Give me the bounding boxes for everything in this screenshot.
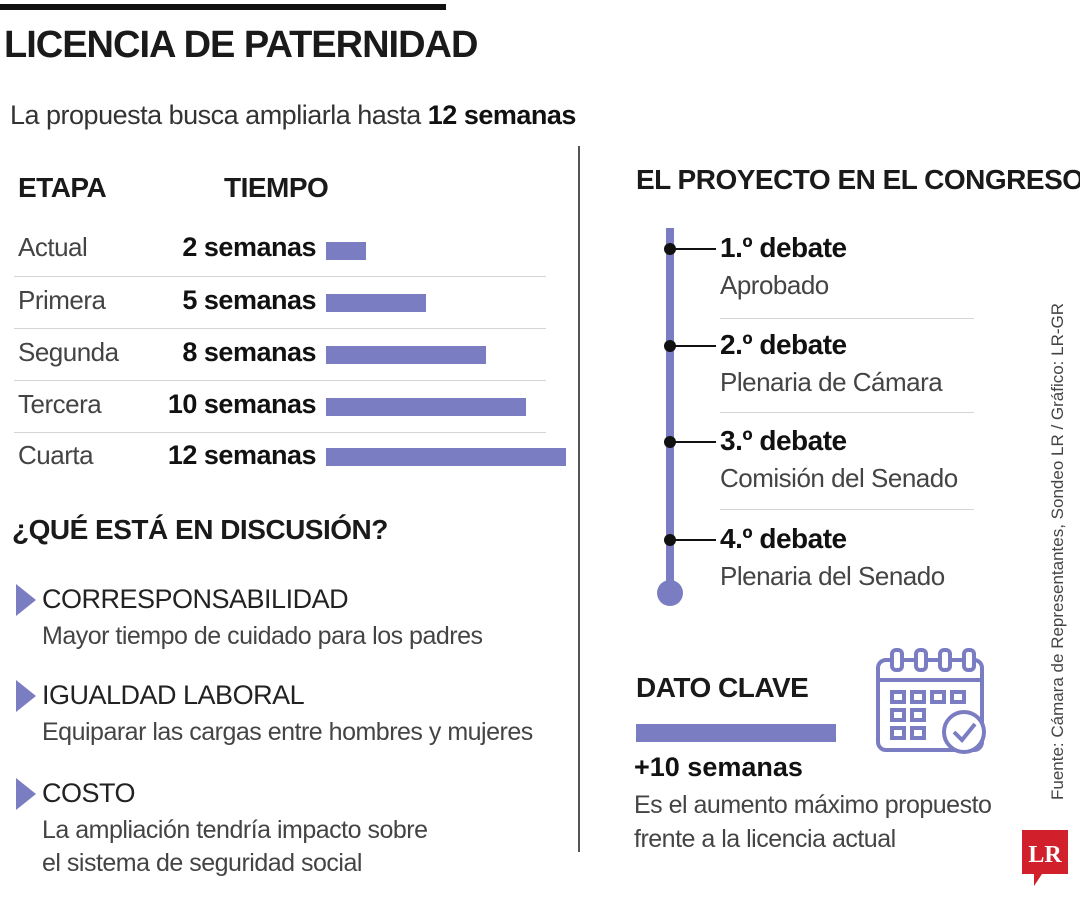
debate-divider: [720, 318, 974, 319]
subtitle: La propuesta busca ampliarla hasta 12 se…: [10, 100, 576, 131]
discussion-item-title: CORRESPONSABILIDAD: [42, 584, 349, 614]
subtitle-prefix: La propuesta busca ampliarla hasta: [10, 100, 428, 130]
column-header-stage: ETAPA: [18, 172, 107, 203]
column-header-time: TIEMPO: [224, 172, 329, 203]
triangle-bullet-icon: [16, 778, 36, 810]
triangle-bullet-icon: [16, 584, 36, 616]
project-title: EL PROYECTO EN EL CONGRESO: [636, 164, 1080, 195]
timeline-dot: [664, 340, 676, 352]
timeline-line: [666, 228, 674, 588]
bar-category-label: Segunda: [18, 337, 119, 367]
row-divider: [14, 432, 546, 433]
bar-value-label: 12 semanas: [167, 440, 317, 470]
bar-category-label: Primera: [18, 285, 106, 315]
row-divider: [14, 276, 546, 277]
subtitle-bold: 12 semanas: [427, 100, 577, 130]
timeline-dot: [664, 534, 676, 546]
timeline-connector: [672, 441, 716, 443]
discussion-title: ¿QUÉ ESTÁ EN DISCUSIÓN?: [12, 514, 388, 545]
debate-desc: Plenaria del Senado: [720, 561, 945, 591]
debate-desc: Plenaria de Cámara: [720, 367, 943, 397]
key-fact-desc-line: frente a la licencia actual: [634, 825, 896, 853]
timeline-dot: [664, 436, 676, 448]
timeline-connector: [672, 539, 716, 541]
bar-value-label: 2 semanas: [182, 232, 316, 262]
debate-title: 4.º debate: [720, 523, 847, 554]
timeline-connector: [672, 248, 716, 250]
discussion-desc-line: La ampliación tendría impacto sobre: [42, 816, 428, 844]
bar-value-label: 10 semanas: [167, 389, 317, 419]
row-divider: [14, 328, 546, 329]
key-fact-title: DATO CLAVE: [636, 672, 809, 703]
timeline-dot: [664, 243, 676, 255]
bar-category-label: Actual: [18, 232, 88, 262]
timeline-end-dot: [657, 580, 683, 606]
discussion-item-title: COSTO: [42, 778, 136, 808]
key-fact-desc: Es el aumento máximo propuesto frente a l…: [634, 788, 992, 856]
debate-desc: Comisión del Senado: [720, 463, 958, 493]
debate-title: 2.º debate: [720, 329, 847, 360]
discussion-item-desc: Mayor tiempo de cuidado para los padres: [42, 622, 483, 650]
bar-value-label: 8 semanas: [182, 337, 316, 367]
bar-value-label: 5 semanas: [182, 285, 316, 315]
bar-segunda: [326, 346, 486, 364]
debate-divider: [720, 412, 974, 413]
bar-actual: [326, 242, 366, 260]
bar-category-label: Cuarta: [18, 440, 94, 470]
key-fact-bar: [636, 724, 836, 742]
debate-title: 1.º debate: [720, 232, 847, 263]
discussion-item-desc: Equiparar las cargas entre hombres y muj…: [42, 718, 533, 746]
debate-desc: Aprobado: [720, 270, 829, 300]
discussion-desc-line: el sistema de seguridad social: [42, 849, 362, 877]
debate-divider: [720, 509, 974, 510]
source-note: Fuente: Cámara de Representantes, Sondeo…: [1048, 302, 1067, 800]
lr-logo: LR: [1022, 830, 1068, 886]
top-rule: [0, 4, 446, 10]
vertical-divider: [578, 146, 580, 852]
debate-title: 3.º debate: [720, 425, 847, 456]
lr-logo-text: LR: [1028, 842, 1062, 868]
discussion-item-desc: La ampliación tendría impacto sobre el si…: [42, 814, 428, 880]
bar-category-label: Tercera: [18, 389, 102, 419]
triangle-bullet-icon: [16, 680, 36, 712]
bar-cuarta: [326, 448, 566, 466]
calendar-check-icon: [876, 648, 986, 754]
key-fact-value: +10 semanas: [634, 752, 803, 782]
timeline-connector: [672, 345, 716, 347]
discussion-item-title: IGUALDAD LABORAL: [42, 680, 305, 710]
main-title: LICENCIA DE PATERNIDAD: [4, 24, 478, 66]
key-fact-desc-line: Es el aumento máximo propuesto: [634, 791, 992, 819]
row-divider: [14, 380, 546, 381]
bar-primera: [326, 294, 426, 312]
bar-tercera: [326, 398, 526, 416]
